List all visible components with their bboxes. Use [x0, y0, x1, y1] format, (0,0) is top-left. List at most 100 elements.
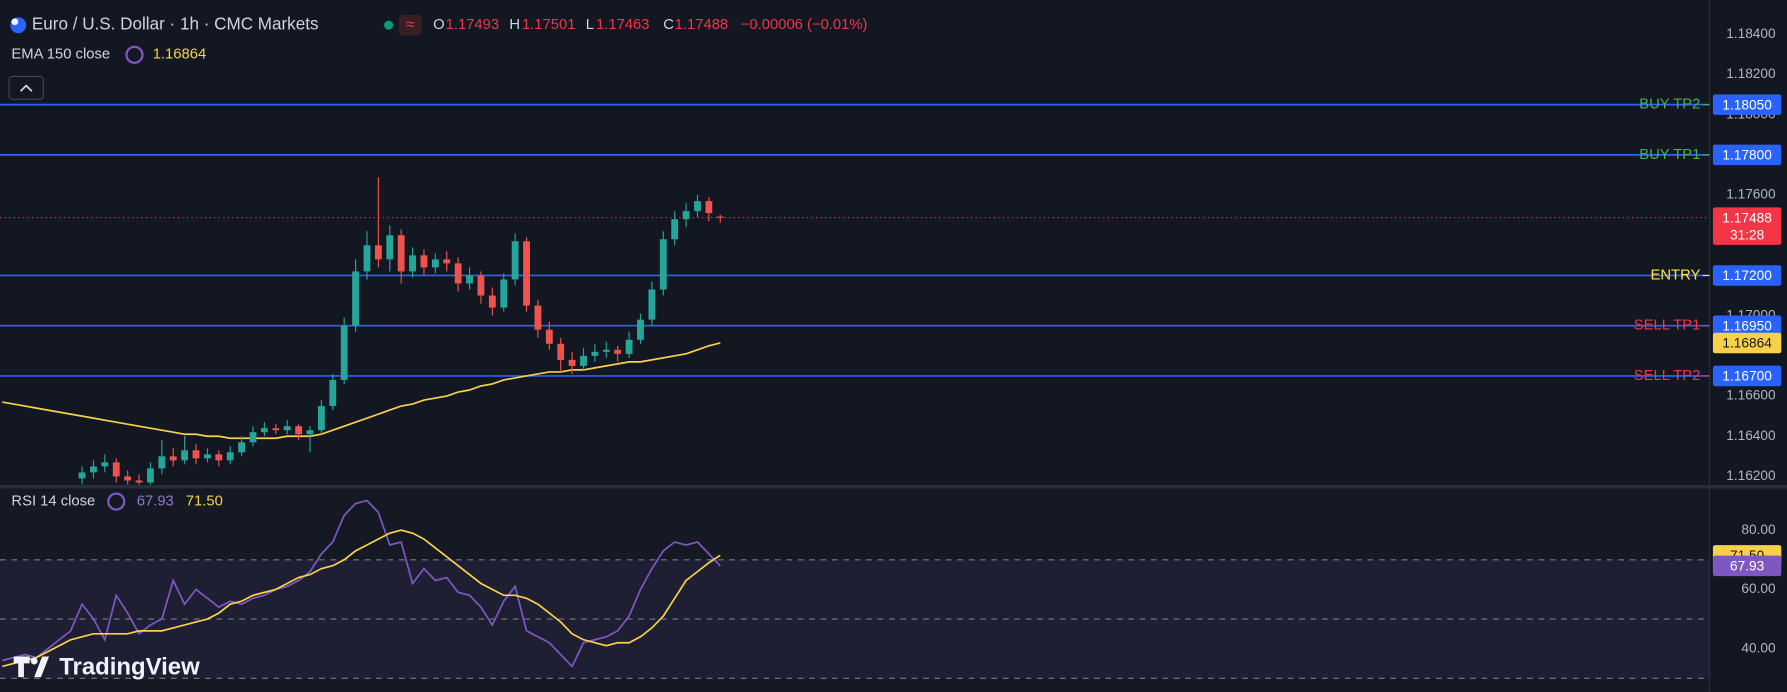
candle-body [329, 379, 337, 407]
rsi-icon [107, 492, 126, 511]
candle-body [545, 329, 553, 344]
symbol-icon [11, 18, 19, 26]
ohlc-key: O [433, 17, 445, 33]
brand: TradingView [59, 653, 200, 680]
level-price-tag-bg [1712, 94, 1782, 115]
y-tick-label: 1.16200 [1726, 468, 1776, 483]
candle-body [648, 289, 656, 320]
y-tick-label: 1.16400 [1726, 428, 1776, 443]
candle-body [295, 426, 303, 435]
candle-body [409, 255, 416, 272]
candle-body [112, 462, 120, 477]
brand-logo [30, 657, 38, 665]
candle-body [671, 219, 679, 240]
main-pane [0, 103, 1710, 485]
level-label: SELL TP2 [1634, 368, 1701, 384]
rsi-plot [0, 499, 1710, 679]
status-icon: ≈ [406, 16, 415, 33]
ema-legend: EMA 150 close [11, 47, 110, 63]
candle-body [397, 235, 405, 272]
candle-body [602, 349, 610, 352]
level-label: BUY TP1 [1639, 147, 1700, 163]
candle-body [466, 275, 473, 284]
candle-body [158, 456, 166, 469]
candle-body [169, 456, 177, 461]
collapse-button[interactable] [8, 75, 44, 100]
candle-body [238, 442, 246, 453]
candle-body [534, 305, 542, 330]
header: Euro / U.S. Dollar · 1h · CMC Markets ≈ … [8, 14, 868, 680]
candle-body [78, 472, 86, 479]
candle-body [568, 359, 576, 366]
level-price-tag-bg [1712, 315, 1782, 336]
candle-body [500, 279, 508, 308]
change: −0.00006 (−0.01%) [741, 17, 868, 33]
candle-body [317, 406, 325, 431]
countdown: 31:28 [1730, 227, 1764, 242]
ohlc-value: 1.17488 [675, 17, 729, 33]
last-price-tag: 1.17488 [1722, 210, 1771, 225]
last-price-tag-bg [1712, 207, 1782, 245]
rsi-tag: 67.93 [1730, 559, 1764, 574]
candle-body [352, 271, 359, 326]
ohlc-value: 1.17463 [596, 17, 650, 33]
level-price-tag: 1.18050 [1722, 97, 1772, 112]
candle-body [124, 476, 132, 481]
candle-body [249, 432, 257, 443]
candle-body [181, 450, 189, 461]
y-tick-label: 1.17600 [1726, 187, 1776, 202]
y-tick-label: 1.18400 [1726, 26, 1776, 41]
market-status [384, 20, 394, 30]
ohlc-key: C [663, 17, 674, 33]
rsi-line [2, 529, 721, 668]
candle-body [705, 201, 713, 214]
level-price-tag: 1.17800 [1722, 148, 1772, 163]
level-label: SELL TP1 [1634, 318, 1701, 334]
y-tick-label: 80.00 [1741, 522, 1776, 537]
candle-body [340, 325, 348, 380]
ema-tag: 1.16864 [1722, 336, 1772, 351]
candle-body [226, 452, 234, 461]
y-tick-label: 60.00 [1741, 581, 1776, 596]
level-price-tag: 1.17200 [1722, 268, 1772, 283]
ohlc-value: 1.17501 [522, 17, 576, 33]
candle-body [443, 259, 451, 264]
y-tick-label: 1.16600 [1726, 388, 1776, 403]
candle-body [511, 241, 519, 280]
candle-body [101, 462, 109, 467]
candle-body [580, 355, 587, 366]
candle-body [272, 428, 280, 431]
candle-body [363, 245, 371, 272]
status-badge [398, 14, 422, 36]
rsi-legend: RSI 14 close [11, 493, 95, 509]
ohlc-key: H [509, 17, 520, 33]
candle-body [306, 430, 314, 435]
ohlc-key: L [586, 17, 594, 33]
rsi-line [2, 499, 721, 668]
candle-body [557, 343, 565, 360]
candle-body [431, 259, 439, 268]
candle-body [454, 263, 462, 284]
collapse-icon [19, 84, 33, 92]
level-price-tag: 1.16950 [1722, 318, 1772, 333]
candle-body [591, 351, 599, 356]
candle-body [386, 235, 394, 260]
price-axis: 1.162001.164001.166001.170001.176001.180… [1712, 26, 1782, 655]
candle-body [523, 241, 530, 306]
candle-body [420, 255, 428, 268]
candle-body [637, 319, 644, 340]
y-tick-label: 40.00 [1741, 640, 1776, 655]
candle-body [283, 426, 291, 431]
ema-tag-bg [1712, 332, 1782, 354]
candle-body [192, 450, 200, 459]
candle-body [659, 239, 667, 290]
rsi-ma-legend-value: 71.50 [186, 493, 223, 509]
symbol-title: Euro / U.S. Dollar · 1h · CMC Markets [32, 15, 319, 34]
candle-body [204, 454, 211, 459]
candle-body [682, 211, 690, 220]
candle-body [488, 295, 496, 308]
ema-icon [125, 45, 144, 64]
level-price-tag: 1.16700 [1722, 369, 1772, 384]
rsi-pane [0, 490, 1710, 692]
